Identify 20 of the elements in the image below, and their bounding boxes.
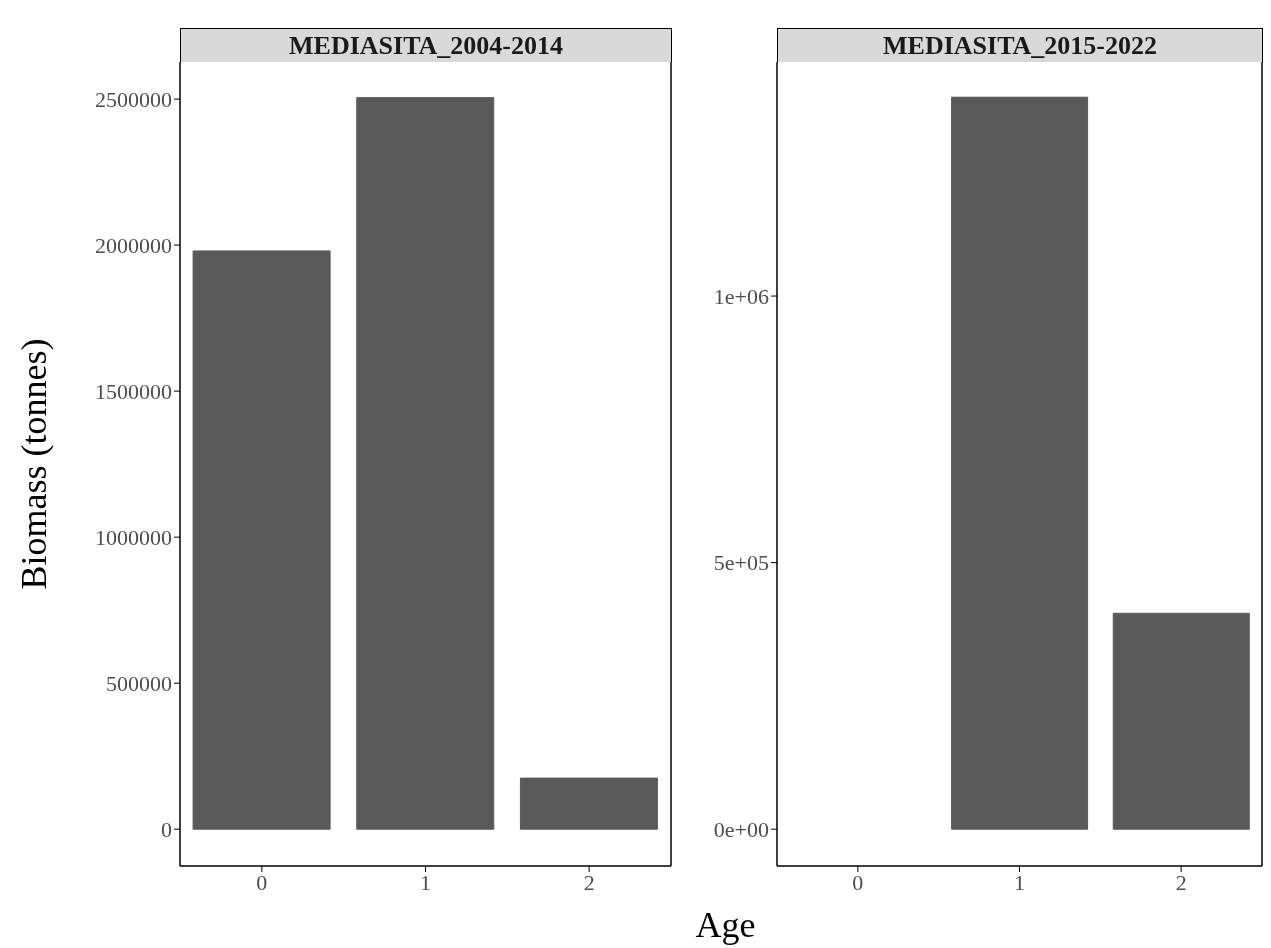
x-tick-label: 2 (1175, 869, 1187, 895)
y-tick-label: 0 (161, 817, 172, 843)
y-tick-label: 0e+00 (713, 817, 769, 843)
bar (192, 250, 331, 830)
x-tick-label: 1 (420, 869, 431, 895)
x-tick-label: 0 (852, 869, 864, 895)
y-tick-label: 500000 (106, 670, 172, 696)
y-tick-label: 1000000 (95, 524, 172, 550)
x-axis-title: Age (694, 904, 757, 946)
y-axis-title: Biomass (tonnes) (13, 338, 55, 590)
x-tick-label: 2 (583, 869, 595, 895)
y-tick-label: 5e+05 (713, 550, 769, 576)
y-tick-label: 1e+06 (713, 283, 769, 309)
bar (519, 777, 658, 830)
y-tick-label: 1500000 (95, 378, 172, 404)
x-tick-label: 1 (1014, 869, 1025, 895)
x-tick-label: 0 (256, 869, 268, 895)
y-tick-label: 2000000 (95, 232, 172, 258)
y-tick-label: 2500000 (95, 86, 172, 112)
bar (356, 97, 495, 830)
